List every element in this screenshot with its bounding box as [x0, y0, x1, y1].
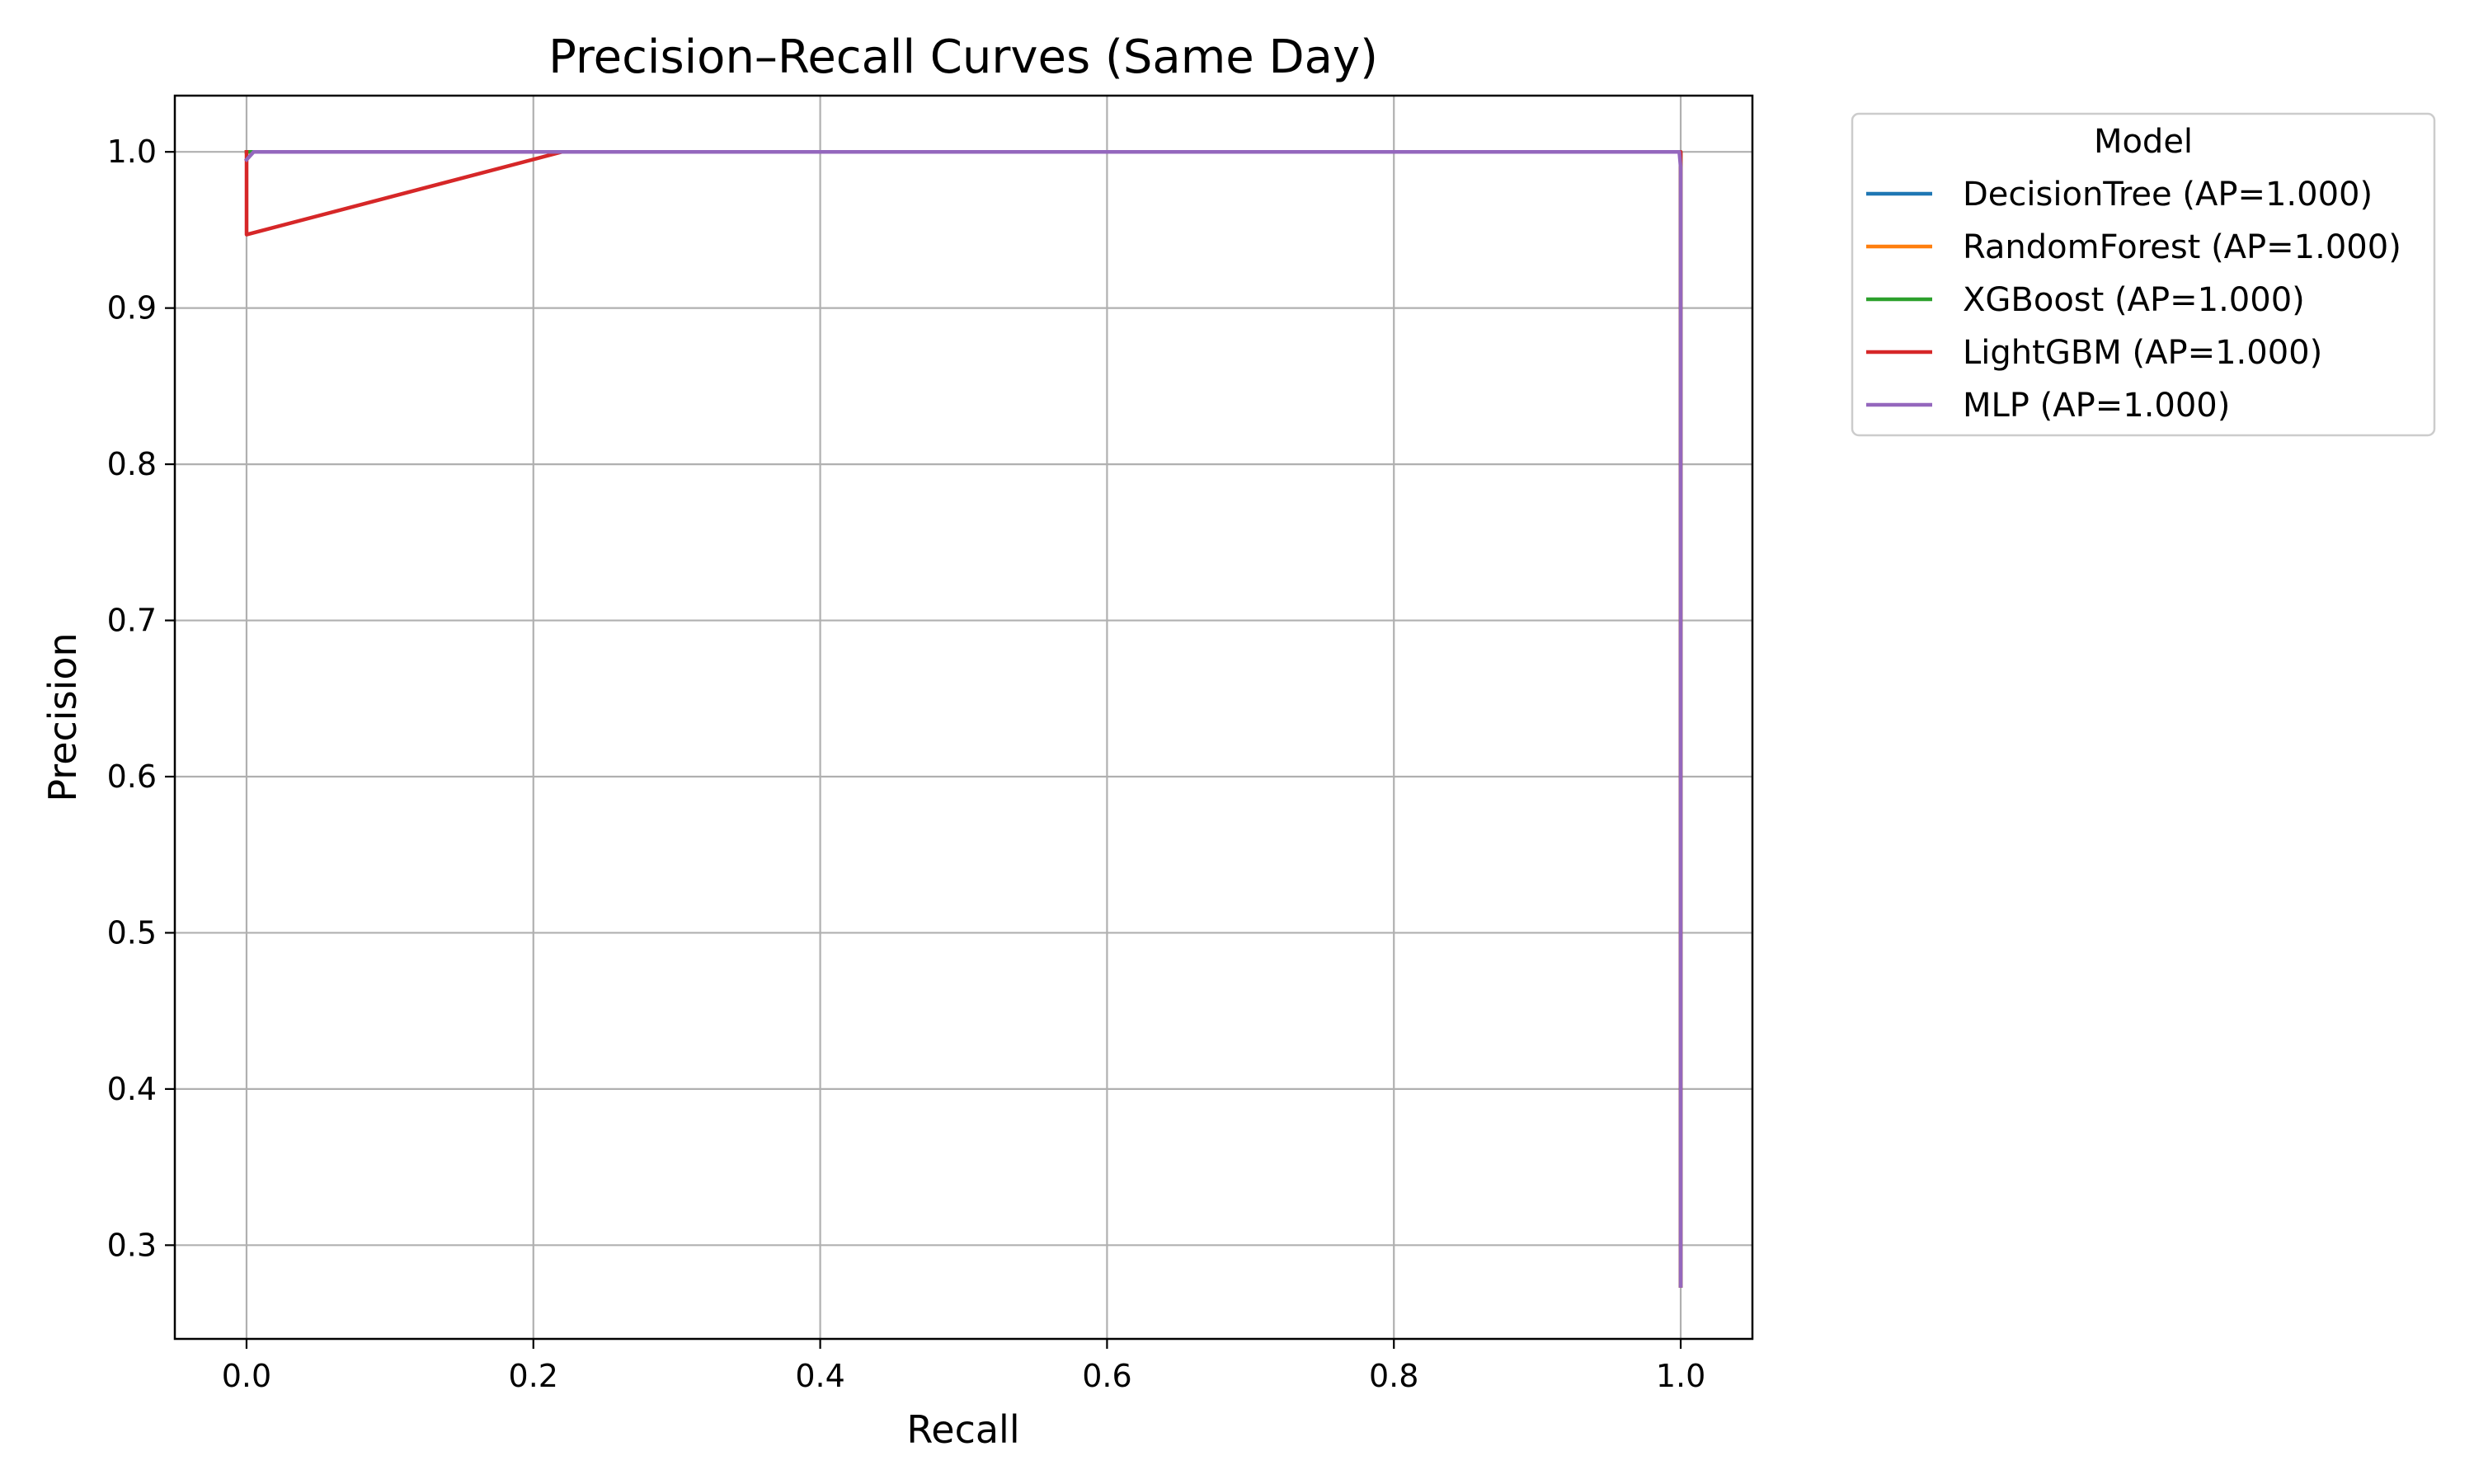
legend: Model DecisionTree (AP=1.000) RandomFores… — [1851, 112, 2436, 437]
y-tick-label: 0.6 — [107, 758, 157, 795]
legend-label-0: DecisionTree (AP=1.000) — [1963, 176, 2373, 214]
x-tick-label: 0.8 — [1369, 1358, 1418, 1394]
series-line-4 — [243, 149, 1683, 1288]
x-tick-label: 0.0 — [222, 1358, 271, 1394]
x-tick-label: 0.2 — [509, 1358, 558, 1394]
y-tick-label: 0.5 — [107, 914, 157, 951]
y-tick-label: 0.9 — [107, 290, 157, 326]
series-lines — [243, 149, 1683, 1288]
x-tick-label: 0.6 — [1082, 1358, 1131, 1394]
y-tick-label: 0.4 — [107, 1071, 157, 1107]
legend-box — [1851, 112, 2436, 437]
x-tick-label: 0.4 — [795, 1358, 844, 1394]
y-axis-label: Precision — [40, 632, 85, 801]
legend-label-2: XGBoost (AP=1.000) — [1963, 281, 2305, 319]
y-tick-label: 1.0 — [107, 134, 157, 170]
y-tick-label: 0.7 — [107, 603, 157, 639]
chart-title: Precision–Recall Curves (Same Day) — [548, 31, 1378, 84]
x-tick-label: 1.0 — [1656, 1358, 1705, 1394]
legend-label-3: LightGBM (AP=1.000) — [1963, 334, 2322, 372]
plot-frame — [173, 94, 1754, 1341]
legend-title: Model — [2094, 123, 2193, 161]
legend-label-1: RandomForest (AP=1.000) — [1963, 228, 2401, 266]
x-axis-label: Recall — [906, 1407, 1019, 1452]
legend-label-4: MLP (AP=1.000) — [1963, 387, 2230, 425]
legend-items: DecisionTree (AP=1.000) RandomForest (AP=… — [1866, 176, 2401, 425]
y-tick-label: 0.8 — [107, 446, 157, 482]
axis-ticks: 0.0 0.2 0.4 0.6 0.8 1.0 0.3 0.4 0.5 0.6 0.7 0.8 0.9 1… — [107, 134, 1706, 1394]
y-tick-label: 0.3 — [107, 1227, 157, 1263]
